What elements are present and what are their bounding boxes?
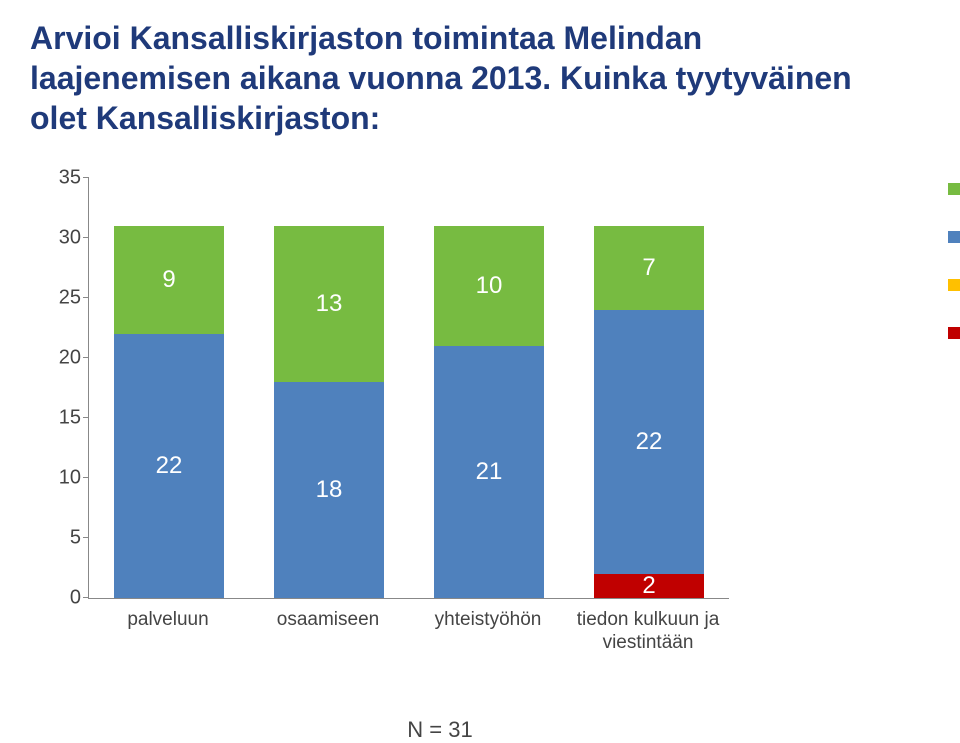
chart-plot-area: 922131810217222 05101520253035: [88, 178, 729, 599]
y-tick-label: 30: [39, 227, 81, 250]
y-tick-mark: [83, 417, 89, 419]
bar-segment: 9: [114, 226, 224, 334]
x-tick-label: tiedon kulkuun ja viestintään: [573, 609, 723, 655]
chart-x-labels: palveluunosaamiseenyhteistyöhöntiedon ku…: [88, 609, 728, 655]
legend-item: Erittäin tyytyväinen: [948, 178, 960, 200]
y-tick-mark: [83, 297, 89, 299]
bar-segment: 2: [594, 574, 704, 598]
y-tick-label: 5: [39, 527, 81, 550]
legend-item: Melko tyytymätön: [948, 274, 960, 296]
y-tick-mark: [83, 477, 89, 479]
legend-swatch: [948, 279, 960, 291]
bar-segment: 21: [434, 346, 544, 598]
chart-legend: Erittäin tyytyväinen Melko tyytyväinen Mel…: [948, 178, 960, 369]
x-tick-label: palveluun: [93, 609, 243, 655]
legend-swatch: [948, 327, 960, 339]
y-tick-mark: [83, 597, 89, 599]
y-tick-mark: [83, 357, 89, 359]
bar-column: 7222: [594, 226, 704, 598]
bar-column: 922: [114, 226, 224, 598]
bar-column: 1021: [434, 226, 544, 598]
y-tick-label: 0: [39, 587, 81, 610]
y-tick-mark: [83, 537, 89, 539]
y-tick-label: 35: [39, 167, 81, 190]
bar-segment: 22: [114, 334, 224, 598]
bar-segment: 18: [274, 382, 384, 598]
x-tick-label: yhteistyöhön: [413, 609, 563, 655]
legend-swatch: [948, 231, 960, 243]
legend-item: Melko tyytyväinen: [948, 226, 960, 248]
bar-segment: 10: [434, 226, 544, 346]
y-tick-label: 10: [39, 467, 81, 490]
y-tick-label: 25: [39, 287, 81, 310]
y-tick-mark: [83, 237, 89, 239]
title-line-2: laajenemisen aikana vuonna 2013. Kuinka …: [30, 60, 852, 96]
bar-segment: 7: [594, 226, 704, 310]
legend-item: Erittäin tyytymätön: [948, 322, 960, 344]
legend-swatch: [948, 183, 960, 195]
title-line-1: Arvioi Kansalliskirjaston toimintaa Meli…: [30, 20, 702, 56]
bar-column: 1318: [274, 226, 384, 598]
x-tick-label: osaamiseen: [253, 609, 403, 655]
y-tick-label: 15: [39, 407, 81, 430]
chart-bars: 922131810217222: [89, 178, 729, 598]
chart-footer-n: N = 31: [80, 717, 800, 743]
bar-segment: 13: [274, 226, 384, 382]
page-title: Arvioi Kansalliskirjaston toimintaa Meli…: [30, 18, 930, 138]
bar-segment: 22: [594, 310, 704, 574]
y-tick-mark: [83, 177, 89, 179]
page: Arvioi Kansalliskirjaston toimintaa Meli…: [0, 0, 960, 691]
y-tick-label: 20: [39, 347, 81, 370]
title-line-3: olet Kansalliskirjaston:: [30, 100, 380, 136]
chart-container: 922131810217222 05101520253035 Erittäin …: [38, 178, 938, 655]
